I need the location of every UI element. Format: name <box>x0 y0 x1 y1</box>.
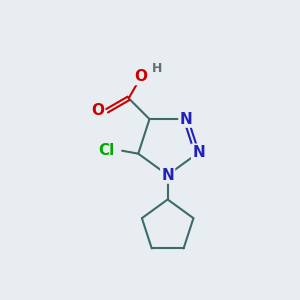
Text: Cl: Cl <box>98 143 115 158</box>
Text: N: N <box>192 145 205 160</box>
Text: O: O <box>135 69 148 84</box>
Text: N: N <box>161 167 174 182</box>
Text: O: O <box>91 103 104 118</box>
Text: H: H <box>152 62 162 75</box>
Text: N: N <box>179 112 192 127</box>
